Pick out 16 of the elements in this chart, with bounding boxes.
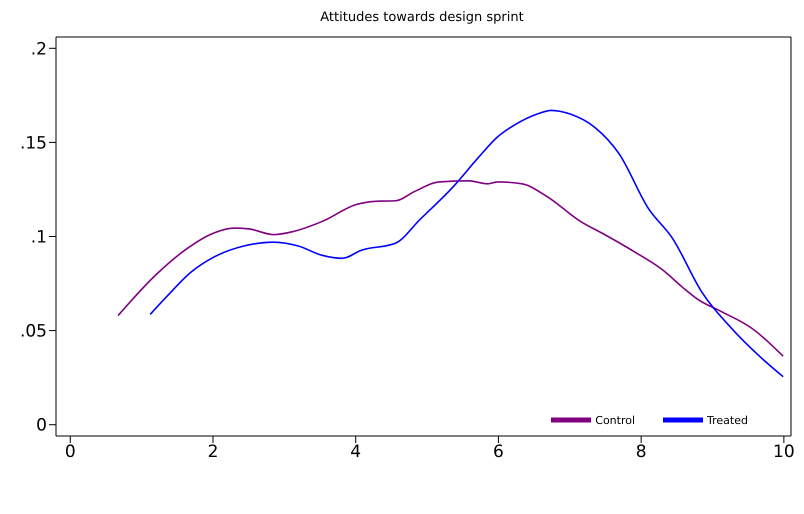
x-tick-label: 0 [64, 442, 76, 462]
y-tick-label: .1 [30, 228, 47, 248]
x-tick-label: 6 [493, 442, 504, 462]
line-series [117, 180, 784, 357]
chart-title: Attitudes towards design sprint [319, 9, 525, 27]
y-tick-label: 0 [36, 416, 47, 436]
y-tick-label: .15 [20, 133, 47, 154]
legend-label: Control [595, 414, 636, 428]
x-tick-label: 2 [208, 442, 218, 462]
line-series [149, 110, 784, 378]
y-tick-label: .05 [20, 322, 47, 342]
y-tick-label: .2 [30, 39, 47, 60]
x-tick-label: 8 [636, 442, 647, 462]
legend-label: Treated [707, 414, 748, 428]
x-tick-label: 4 [350, 442, 362, 462]
x-tick-label: 10 [773, 442, 795, 462]
